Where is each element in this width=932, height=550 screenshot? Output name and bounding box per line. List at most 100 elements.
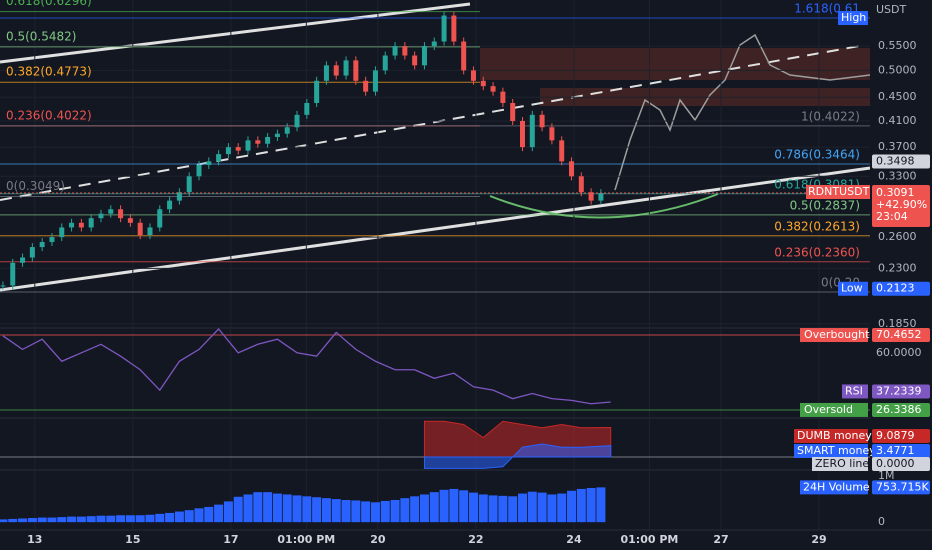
candle — [343, 60, 349, 76]
volume-bar — [459, 490, 469, 523]
volume-bar — [165, 512, 175, 523]
candle — [392, 46, 398, 56]
candle — [549, 127, 555, 141]
candle — [529, 114, 535, 148]
volume-bar — [253, 492, 263, 523]
money-name-bg — [794, 429, 868, 443]
candle — [49, 237, 55, 243]
candle — [510, 102, 516, 121]
volume-bar — [184, 510, 194, 523]
y-tick-label: 0.4100 — [878, 114, 917, 127]
volume-bar — [302, 496, 312, 523]
candle — [451, 15, 457, 42]
volume-bar — [135, 515, 145, 523]
volume-bar — [596, 487, 606, 523]
price-tag-value: 0.2123 — [876, 282, 915, 295]
candle — [578, 176, 584, 193]
volume-bar — [331, 499, 341, 523]
volume-bar — [86, 516, 96, 523]
volume-bar — [125, 515, 135, 523]
fib-label: 0.5(0.5482) — [6, 29, 76, 43]
candle — [480, 80, 486, 87]
volume-bar — [508, 496, 518, 523]
symbol: RDNTUSDT — [808, 185, 870, 198]
volume-bar — [243, 494, 253, 523]
volume-bar — [341, 500, 351, 523]
volume-bar — [292, 495, 302, 523]
marker-tag: 0.3498 — [876, 154, 915, 167]
candle — [0, 285, 6, 287]
volume-bar — [282, 494, 292, 523]
fib-label: 0.236(0.4022) — [6, 108, 92, 122]
candle — [108, 209, 114, 214]
candle — [157, 209, 163, 228]
x-tick-label: 15 — [125, 533, 140, 546]
candle — [147, 227, 153, 236]
volume-bar — [410, 496, 420, 523]
volume-bar — [557, 493, 567, 523]
volume-bar — [145, 514, 155, 523]
last-tag — [872, 184, 930, 227]
candle — [196, 164, 202, 177]
volume-bar — [27, 518, 37, 523]
candle — [519, 120, 525, 148]
volume-bar — [194, 508, 204, 523]
volume-bar — [214, 504, 224, 523]
candle — [98, 213, 104, 219]
volume-bar — [498, 495, 508, 523]
level-name: Oversold — [804, 403, 853, 416]
fib-label: 0.382(0.2613) — [774, 219, 860, 233]
candle — [167, 200, 173, 210]
x-tick-label: 22 — [468, 533, 483, 546]
candle — [29, 247, 35, 258]
candle — [441, 15, 447, 42]
volume-bar — [116, 515, 126, 523]
rsi-name: RSI — [845, 384, 863, 397]
volume-bar — [351, 500, 361, 523]
fib-label: 0(0.3049) — [6, 179, 65, 193]
x-tick-label: 17 — [223, 533, 238, 546]
candle — [274, 133, 280, 138]
x-tick-label: 29 — [811, 533, 826, 546]
y-tick-label: 60.0000 — [876, 346, 922, 359]
x-tick-label: 20 — [370, 533, 386, 546]
volume-bar — [419, 494, 429, 523]
price-tag-label — [838, 11, 868, 26]
volume-bar — [263, 492, 273, 523]
volume-bar — [76, 516, 86, 523]
y-tick-label: 0.3700 — [878, 140, 917, 153]
candle — [363, 80, 369, 92]
y-tick-label: 0.5500 — [878, 39, 917, 52]
volume-bar — [37, 517, 47, 523]
arc — [489, 193, 719, 219]
volume-name: 24H Volume — [803, 480, 870, 493]
volume-bar — [517, 493, 527, 523]
volume-bar — [576, 488, 586, 523]
candle — [500, 91, 506, 103]
y-tick-label: 0.2600 — [878, 230, 917, 243]
volume-bar — [47, 517, 57, 523]
volume-bar — [96, 515, 106, 523]
volume-bar — [204, 506, 214, 523]
candle — [402, 46, 408, 56]
money-name: SMART money — [797, 444, 876, 457]
axis-tag — [872, 444, 930, 458]
volume-bar — [439, 489, 449, 523]
candle — [10, 262, 16, 286]
axis-tag — [872, 480, 930, 495]
candle — [431, 41, 437, 47]
unit: USDT — [876, 3, 907, 16]
y-tick-label: 0.1850 — [878, 317, 917, 330]
axis-tag — [872, 429, 930, 443]
zero-name-bg — [812, 457, 868, 471]
candle — [559, 140, 565, 162]
volume-name-bg — [800, 480, 868, 495]
candle — [127, 218, 133, 223]
axis-tag — [872, 328, 930, 343]
y-tick-label: 1M — [878, 469, 895, 482]
rsi-name-bg — [842, 384, 868, 399]
axis-tag — [872, 154, 930, 169]
fib-label: 1(0.4022) — [801, 109, 860, 123]
volume-bar — [400, 498, 410, 523]
